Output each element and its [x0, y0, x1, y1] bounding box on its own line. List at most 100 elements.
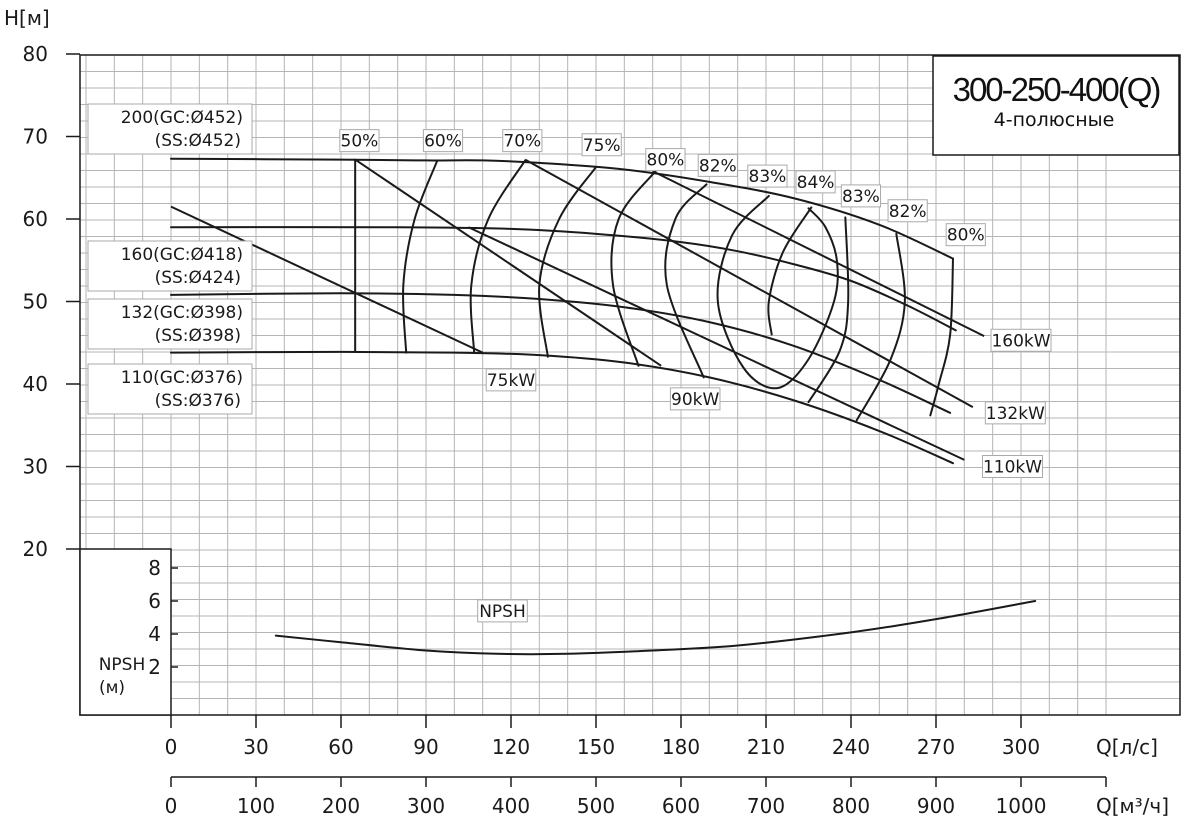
x-tick-label-m3h: 200: [322, 794, 360, 818]
chart-title: 300-250-400(Q): [953, 71, 1160, 108]
y-tick-label: 50: [23, 290, 48, 314]
efficiency-curve: [538, 166, 597, 358]
impeller-label-box: [87, 363, 253, 415]
impeller-label-box: [87, 103, 253, 155]
efficiency-label-box: [502, 129, 543, 153]
x-tick-label-m3h: 0: [165, 794, 178, 818]
x-tick-label-ls: 90: [413, 735, 438, 759]
x-tick-label-m3h: 1000: [996, 794, 1047, 818]
head-curve: [170, 350, 954, 465]
efficiency-curve: [807, 216, 850, 404]
x-tick-label-m3h: 900: [917, 794, 955, 818]
impeller-label-ss: (SS:Ø424): [155, 268, 241, 288]
npsh-axis-ticks: 2 4 6 8: [148, 556, 178, 679]
efficiency-curve: [716, 194, 839, 390]
y-tick-label: 60: [23, 207, 48, 231]
efficiency-label: 83%: [749, 167, 787, 187]
power-label: 160kW: [991, 331, 1050, 351]
x-tick-label-m3h: 300: [407, 794, 445, 818]
impeller-label: 200(GC:Ø452): [121, 108, 243, 128]
x-tick-label-ls: 300: [1002, 735, 1040, 759]
efficiency-label: 60%: [424, 132, 462, 152]
x-tick-label-ls: 210: [747, 735, 785, 759]
efficiency-label-box: [581, 133, 622, 157]
power-label-box: [984, 401, 1046, 425]
x-tick-label-m3h: 700: [747, 794, 785, 818]
power-label-box: [982, 455, 1043, 478]
power-line: [524, 158, 974, 408]
efficiency-label-box: [795, 170, 836, 194]
efficiency-label: 82%: [889, 202, 927, 222]
npsh-axis-title: NPSH: [99, 655, 146, 675]
x-tick-label-ls: 270: [917, 735, 955, 759]
efficiency-label-box: [747, 164, 788, 188]
power-label: 90kW: [671, 390, 719, 410]
x-axis-ls-ticks: 0 30 60 90 120 150 180 210 240 270 300: [165, 715, 1040, 759]
plot-frame: [79, 54, 1181, 716]
impeller-label: 110(GC:Ø376): [121, 368, 243, 388]
efficiency-label: 84%: [797, 173, 835, 193]
impeller-label: 132(GC:Ø398): [121, 303, 243, 323]
efficiency-curve: [855, 232, 906, 422]
impeller-label-ss: (SS:Ø452): [155, 131, 241, 151]
x-tick-label-ls: 240: [832, 735, 870, 759]
power-line: [468, 226, 965, 461]
y-tick-label: 20: [23, 537, 48, 561]
efficiency-label-box: [645, 148, 686, 172]
x-axis-ls-title: Q[л/с]: [1096, 735, 1158, 759]
x-tick-label-m3h: 600: [662, 794, 700, 818]
efficiency-curve: [610, 170, 657, 367]
y-axis-ticks: 20 30 40 50 60 70 80: [23, 42, 80, 561]
power-line: [354, 158, 662, 367]
x-axis-m3h-title: Q[м³/ч]: [1096, 794, 1169, 818]
x-tick-label-ls: 30: [243, 735, 268, 759]
efficiency-curve: [664, 183, 708, 379]
efficiency-label-box: [887, 199, 928, 223]
power-label: 132kW: [986, 404, 1045, 424]
efficiency-label-box: [945, 223, 986, 247]
efficiency-label: 82%: [699, 156, 737, 176]
x-axis-m3h-ticks: 0 100 200 300 400 500 600 700 800 900 1000: [165, 777, 1107, 818]
power-label: 75kW: [487, 371, 535, 391]
efficiency-label-box: [840, 184, 882, 208]
head-curve-labels: 200(GC:Ø452) (SS:Ø452) 160(GC:Ø418) (SS:Ø42…: [87, 103, 253, 415]
impeller-label-box: [87, 240, 253, 292]
npsh-label: NPSH: [479, 602, 526, 622]
power-label-box: [669, 387, 721, 411]
efficiency-label-box: [422, 129, 464, 153]
power-line: [170, 205, 484, 354]
power-line: [652, 170, 985, 338]
impeller-label-ss: (SS:Ø376): [155, 391, 241, 411]
npsh-label-box: [477, 599, 528, 623]
efficiency-label: 83%: [842, 187, 880, 207]
y-tick-label: 40: [23, 372, 48, 396]
chart-subtitle: 4-полюсные: [994, 109, 1115, 131]
npsh-tick-label: 2: [148, 655, 161, 679]
efficiency-labels: 50% 60% 70% 75% 80% 82% 83% 84% 83% 82% 80%: [339, 129, 986, 247]
efficiency-curve: [929, 257, 954, 417]
power-labels: 75kW 90kW 160kW 132kW 110kW: [485, 328, 1052, 478]
efficiency-label: 80%: [947, 226, 985, 246]
impeller-label-ss: (SS:Ø398): [155, 326, 241, 346]
npsh-axis-panel: [79, 548, 172, 716]
npsh-axis-unit: (м): [99, 678, 125, 698]
efficiency-curve: [767, 206, 813, 336]
head-curve: [170, 157, 954, 260]
efficiency-curves: [354, 158, 954, 422]
y-tick-label: 70: [23, 125, 48, 149]
x-tick-label-m3h: 100: [237, 794, 275, 818]
npsh-curve: [274, 600, 1037, 656]
power-label-box: [990, 328, 1052, 352]
x-tick-label-m3h: 500: [577, 794, 615, 818]
x-tick-label-m3h: 800: [832, 794, 870, 818]
efficiency-label-box: [697, 153, 738, 177]
efficiency-label: 80%: [647, 151, 685, 171]
x-tick-label-ls: 120: [492, 735, 530, 759]
head-curve: [170, 226, 957, 332]
efficiency-label: 50%: [341, 132, 379, 152]
head-curve: [170, 292, 952, 414]
y-tick-label: 30: [23, 455, 48, 479]
power-label-box: [485, 368, 537, 392]
x-tick-label-m3h: 400: [492, 794, 530, 818]
